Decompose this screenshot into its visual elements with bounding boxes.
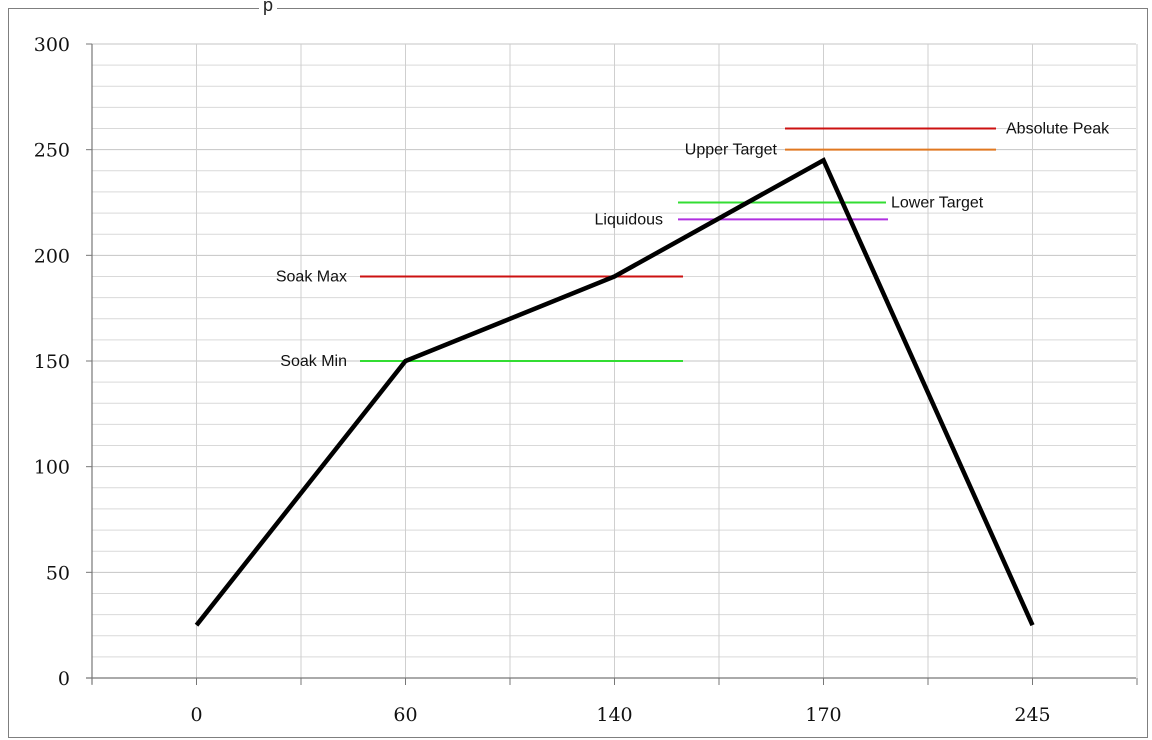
axes bbox=[86, 43, 1138, 685]
y-tick-label: 150 bbox=[34, 351, 70, 373]
y-tick-label: 50 bbox=[46, 562, 70, 584]
series-lines bbox=[194, 157, 1035, 627]
cropped-header-text: p bbox=[259, 0, 278, 16]
reference-lines: Soak Min Soak Max Liquidous Lower Target Upp… bbox=[276, 121, 1110, 370]
chart-frame: p bbox=[8, 0, 1148, 738]
x-tick-label: 170 bbox=[805, 704, 841, 726]
x-tick-label: 245 bbox=[1014, 704, 1050, 726]
y-tick-label: 200 bbox=[34, 245, 70, 267]
gridlines bbox=[91, 43, 1138, 678]
reference-line-label: Lower Target bbox=[891, 195, 984, 212]
temperature-profile-line bbox=[194, 157, 1035, 627]
tick-labels: 0 50 100 150 200 250 300 0 60 140 170 245 bbox=[34, 34, 1051, 726]
x-tick-label: 0 bbox=[190, 704, 202, 726]
y-tick-label: 250 bbox=[34, 140, 70, 162]
reference-line-label: Soak Min bbox=[280, 353, 347, 370]
reference-line-label: Liquidous bbox=[595, 211, 664, 228]
reference-line-label: Upper Target bbox=[685, 142, 778, 159]
reference-line-label: Absolute Peak bbox=[1006, 121, 1110, 138]
y-tick-label: 100 bbox=[34, 457, 70, 479]
x-tick-label: 60 bbox=[393, 704, 417, 726]
y-tick-label: 300 bbox=[34, 34, 70, 56]
reference-line-label: Soak Max bbox=[276, 268, 347, 285]
x-tick-label: 140 bbox=[596, 704, 632, 726]
y-tick-label: 0 bbox=[58, 668, 70, 690]
